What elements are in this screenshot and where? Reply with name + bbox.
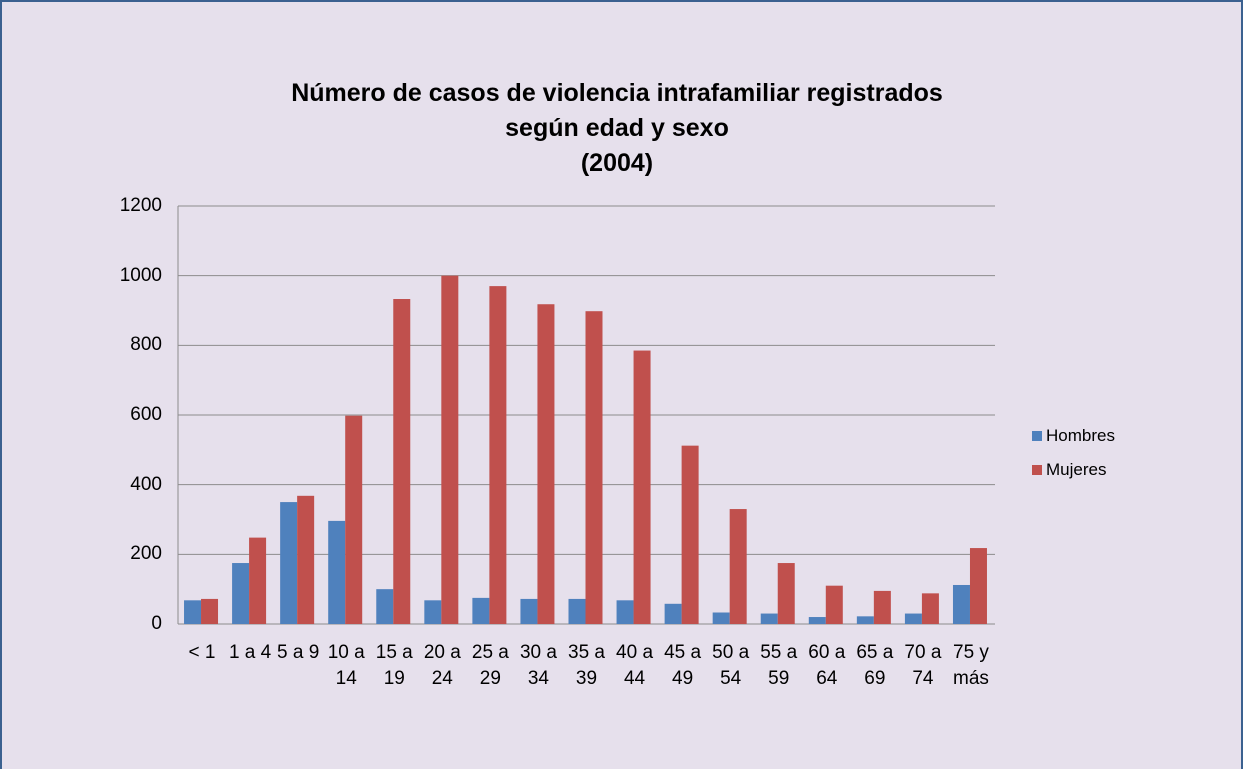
x-tick-label: 25 a 29 [471, 642, 509, 689]
x-tick-label: 70 a 74 [904, 642, 942, 689]
y-tick-label: 1000 [119, 264, 162, 286]
bar [537, 304, 555, 624]
bar [952, 584, 970, 624]
x-tick-label: 65 a 69 [856, 642, 894, 689]
x-tick-label: 30 a 34 [519, 642, 557, 689]
bar [232, 563, 250, 624]
bar [969, 548, 987, 624]
bar [873, 590, 891, 624]
bar [328, 520, 346, 624]
bar [489, 286, 507, 624]
x-tick-label: 55 a 59 [760, 642, 798, 689]
x-tick-label: 10 a 14 [327, 642, 365, 689]
bar [921, 593, 939, 624]
bar [729, 509, 747, 624]
bar [297, 495, 315, 624]
x-tick-label: 60 a 64 [808, 642, 846, 689]
bar [472, 597, 490, 624]
bar [760, 613, 778, 624]
x-tick-label: 45 a 49 [664, 642, 702, 689]
bar [712, 612, 730, 624]
y-tick-label: 1200 [119, 195, 162, 216]
bar [808, 617, 826, 624]
x-tick-label: 15 a 19 [375, 642, 413, 689]
x-tick-label: 75 y más [953, 642, 989, 689]
legend-swatch [1032, 465, 1042, 475]
bar [616, 600, 634, 624]
bar [633, 350, 651, 624]
bar [856, 616, 874, 624]
bar [777, 563, 795, 624]
legend-label: Mujeres [1046, 460, 1107, 479]
x-tick-label: 5 a 9 [277, 642, 320, 663]
bar [681, 445, 699, 624]
bar [904, 613, 922, 624]
x-tick-label: 40 a 44 [616, 642, 654, 689]
x-tick-label: 50 a 54 [712, 642, 750, 689]
bar [585, 311, 603, 624]
bar [393, 299, 411, 624]
x-tick-label: 1 a 4 [228, 642, 272, 663]
bar [568, 598, 586, 624]
bar [201, 598, 219, 624]
y-tick-label: 200 [130, 543, 162, 565]
chart-title: Número de casos de violencia intrafamili… [291, 79, 943, 177]
x-tick-label: 35 a 39 [568, 642, 605, 689]
x-tick-label: < 1 [188, 642, 216, 663]
y-tick-label: 600 [130, 404, 162, 425]
bar [376, 589, 394, 624]
legend-label: Hombres [1046, 426, 1115, 445]
bar [520, 598, 538, 624]
bar [825, 585, 843, 624]
bar [345, 415, 363, 624]
y-tick-label: 0 [151, 613, 162, 634]
bar [249, 537, 267, 624]
y-tick-label: 400 [130, 473, 162, 495]
y-tick-label: 800 [130, 334, 162, 356]
bar [424, 600, 442, 624]
legend-swatch [1032, 431, 1042, 441]
x-tick-label: 20 a 24 [423, 642, 461, 689]
bar [280, 502, 298, 624]
bar [184, 600, 202, 624]
bar [441, 275, 459, 624]
bar [664, 603, 682, 624]
